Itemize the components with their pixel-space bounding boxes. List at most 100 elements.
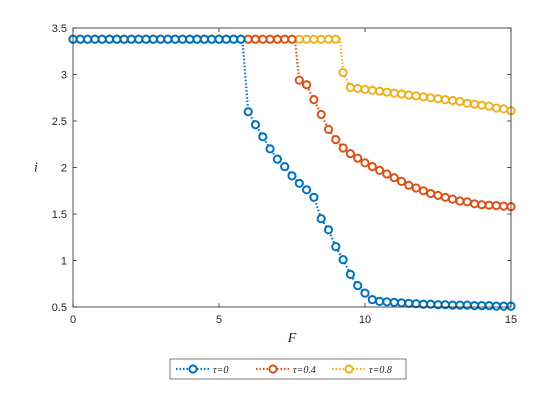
data-point: [462, 98, 472, 108]
data-point: [302, 185, 312, 195]
data-point: [287, 34, 297, 44]
data-point: [185, 34, 195, 44]
y-tick-label: 3: [61, 70, 67, 82]
y-tick-label: 3.5: [52, 23, 67, 35]
data-point: [170, 34, 180, 44]
data-point: [396, 176, 407, 186]
x-tick-label: 0: [70, 314, 76, 326]
data-point: [323, 124, 334, 134]
data-point: [448, 300, 458, 310]
legend-label: τ=0.4: [293, 365, 316, 376]
legend-marker: [344, 364, 354, 374]
y-tick-label: 0.5: [52, 302, 67, 314]
data-point: [287, 171, 297, 181]
data-point: [426, 188, 436, 199]
data-point: [353, 153, 363, 163]
data-point: [477, 200, 487, 210]
y-tick-label: 2.5: [52, 116, 67, 128]
data-point: [367, 162, 377, 172]
data-point: [243, 107, 253, 117]
data-point: [411, 91, 421, 101]
data-point: [469, 301, 480, 311]
data-point: [382, 297, 392, 307]
data-point: [141, 34, 151, 44]
data-point: [104, 34, 115, 44]
plot-frame: [72, 27, 512, 308]
data-point: [462, 197, 472, 207]
data-point: [382, 87, 392, 97]
data-point: [134, 34, 144, 44]
legend-marker: [268, 364, 278, 374]
data-point: [97, 34, 107, 44]
data-point: [294, 178, 304, 188]
data-point: [90, 34, 100, 44]
data-point: [316, 214, 326, 224]
data-point: [411, 299, 421, 309]
data-point: [236, 34, 246, 44]
data-point: [119, 34, 129, 44]
data-point: [309, 34, 319, 44]
data-point: [258, 132, 268, 142]
data-point: [353, 83, 363, 94]
data-point: [345, 269, 355, 279]
x-axis-label: F: [287, 331, 297, 346]
data-point: [192, 34, 202, 44]
data-point: [214, 34, 224, 44]
data-point: [83, 34, 93, 44]
data-point: [389, 173, 399, 183]
data-point: [469, 99, 480, 109]
data-point: [331, 135, 341, 145]
legend-marker: [188, 364, 198, 374]
data-point: [455, 96, 465, 107]
data-point: [469, 199, 480, 209]
data-point: [499, 201, 509, 211]
data-point: [207, 34, 217, 44]
data-point: [396, 298, 407, 308]
data-point: [491, 301, 501, 311]
data-point: [440, 192, 450, 202]
data-point: [323, 225, 334, 235]
data-point: [396, 89, 407, 99]
y-tick-label: 1.5: [52, 209, 67, 221]
y-tick-label: 2: [61, 163, 67, 175]
x-tick-label: 15: [505, 314, 517, 326]
data-point: [491, 201, 501, 211]
data-point: [258, 34, 268, 44]
data-point: [382, 169, 392, 179]
data-point: [484, 301, 494, 311]
data-point: [302, 80, 312, 90]
data-point: [280, 162, 290, 172]
legend: τ=0 τ=0.4 τ=0.8: [169, 358, 407, 380]
data-point: [375, 296, 385, 306]
data-point: [316, 34, 326, 44]
data-point: [177, 34, 188, 44]
data-point: [331, 242, 341, 252]
data-point: [462, 300, 472, 310]
x-tick-label: 5: [216, 314, 222, 326]
data-point: [491, 103, 501, 113]
data-point: [199, 34, 209, 44]
data-point: [75, 34, 85, 44]
data-point: [302, 34, 312, 44]
data-point: [280, 34, 290, 44]
data-point: [272, 154, 282, 164]
axes-ticks: 0 5 10 15 0.5 1 1.5 2 2.5 3 3.5: [52, 23, 517, 326]
data-point: [404, 180, 414, 190]
data-point: [345, 149, 355, 159]
data-point: [323, 34, 334, 44]
data-point: [418, 92, 428, 102]
data-point: [367, 85, 377, 95]
data-point: [404, 90, 414, 100]
data-point: [448, 95, 458, 106]
data-point: [112, 34, 122, 44]
y-tick-label: 1: [61, 256, 67, 268]
data-point: [455, 196, 465, 206]
legend-label: τ=0.8: [369, 365, 392, 376]
data-point: [221, 34, 231, 44]
data-point: [265, 144, 275, 154]
data-point: [426, 93, 436, 103]
data-point: [477, 301, 487, 311]
legend-item: τ=0: [176, 364, 228, 376]
data-point: [309, 192, 319, 202]
